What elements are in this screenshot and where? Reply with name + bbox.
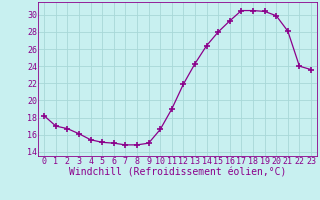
X-axis label: Windchill (Refroidissement éolien,°C): Windchill (Refroidissement éolien,°C) <box>69 168 286 178</box>
